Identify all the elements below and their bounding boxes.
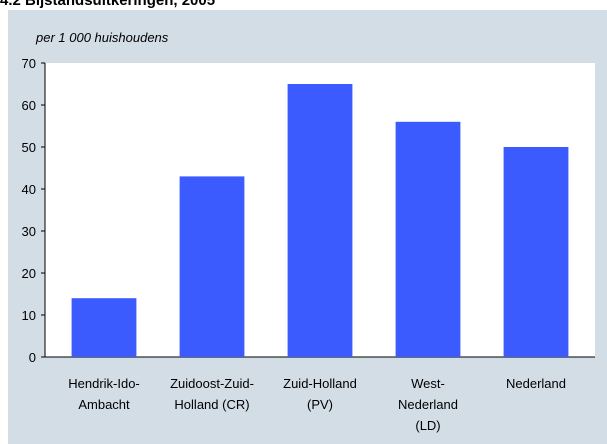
x-tick-label: West-Nederland (LD) xyxy=(398,376,458,433)
x-tick-label: Zuidoost-Zuid-Holland (CR) xyxy=(170,376,254,412)
y-tick-label: 60 xyxy=(22,98,36,113)
subtitle: per 1 000 huishoudens xyxy=(35,30,169,45)
x-tick-label: Hendrik-Ido-Ambacht xyxy=(68,376,140,412)
x-tick-label: Zuid-Holland (PV) xyxy=(283,376,357,412)
y-tick-label: 30 xyxy=(22,224,36,239)
chart-title: 4.2 Bijstandsuitkeringen, 2005 xyxy=(0,0,215,9)
bar xyxy=(287,84,353,357)
y-tick-label: 0 xyxy=(29,350,36,365)
bar xyxy=(71,298,137,357)
y-tick-label: 70 xyxy=(22,56,36,71)
bar xyxy=(179,176,245,357)
bar xyxy=(503,147,569,357)
y-tick-label: 40 xyxy=(22,182,36,197)
bar xyxy=(395,121,461,357)
y-tick-label: 20 xyxy=(22,266,36,281)
y-tick-label: 10 xyxy=(22,308,36,323)
x-tick-label: Nederland xyxy=(506,376,566,391)
y-tick-label: 50 xyxy=(22,140,36,155)
